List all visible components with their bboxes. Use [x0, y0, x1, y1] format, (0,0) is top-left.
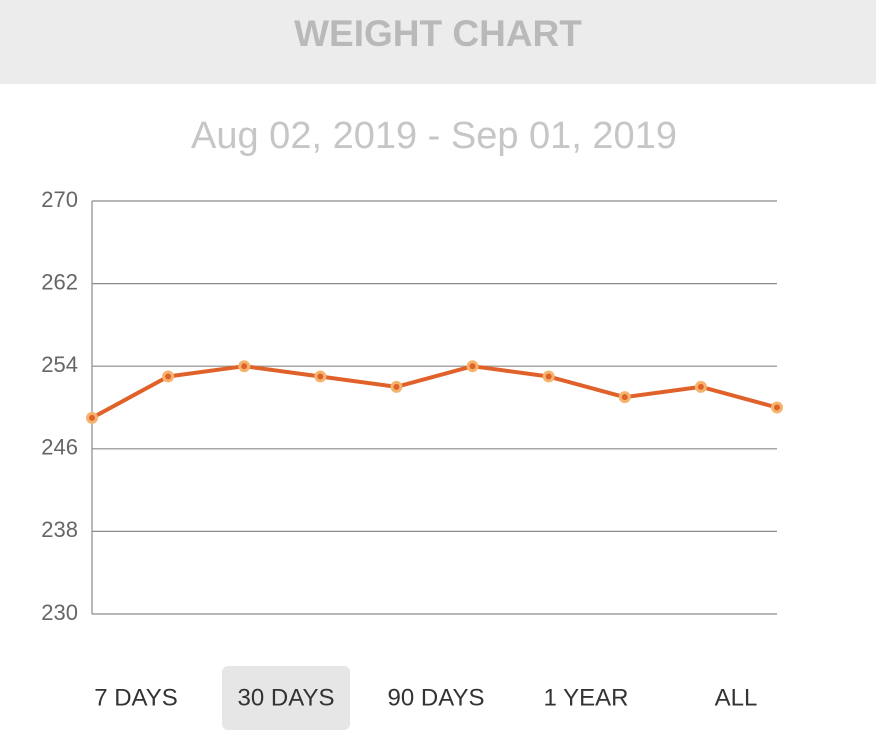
- tab-label[interactable]: 30 DAYS: [238, 684, 335, 711]
- line: [91, 364, 778, 420]
- point: [314, 370, 327, 383]
- y-tick-label: 270: [41, 187, 78, 212]
- y-tick-label: 262: [41, 269, 78, 294]
- point: [390, 380, 403, 393]
- tab-selected-bg[interactable]: [222, 666, 350, 730]
- tab-label[interactable]: 90 DAYS: [388, 684, 485, 711]
- point: [542, 370, 555, 383]
- y-tick-label: 230: [41, 600, 78, 625]
- point: [771, 401, 783, 414]
- point: [694, 380, 707, 393]
- y-tick-label: 254: [41, 352, 78, 377]
- header-bar: [0, 0, 876, 84]
- point: [618, 391, 631, 404]
- tab-label[interactable]: 7 DAYS: [94, 684, 178, 711]
- point: [162, 370, 175, 383]
- chart-subtitle: Aug 02, 2019 - Sep 01, 2019: [191, 115, 677, 157]
- tab-label[interactable]: ALL: [715, 684, 758, 711]
- y-tick-label: 238: [41, 517, 78, 542]
- point: [466, 360, 479, 373]
- header-title: WEIGHT CHART: [294, 13, 582, 54]
- tab-label[interactable]: 1 YEAR: [544, 684, 629, 711]
- point: [86, 411, 98, 424]
- y-tick-label: 246: [41, 435, 78, 460]
- point: [238, 360, 251, 373]
